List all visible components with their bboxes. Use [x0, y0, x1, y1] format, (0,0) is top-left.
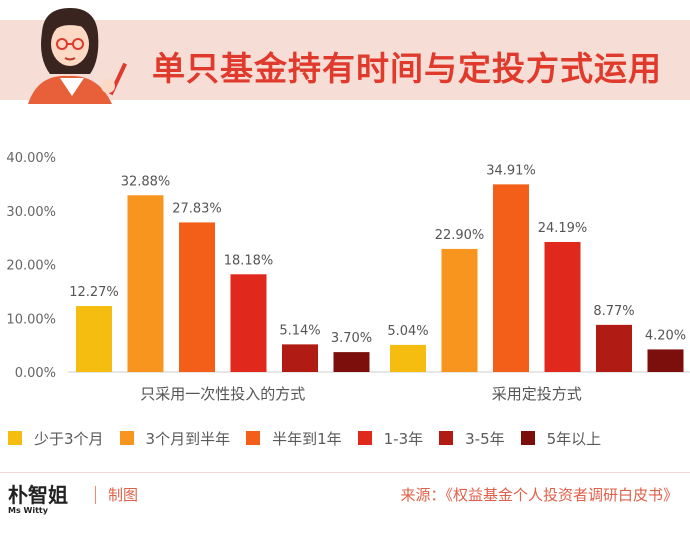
bar-data-label: 5.04% [387, 324, 428, 339]
bars-group [76, 184, 684, 372]
bar-lump-sum-4 [282, 344, 318, 372]
bar-data-label: 18.18% [224, 253, 274, 268]
y-axis: 0.00% 10.00% 20.00% 30.00% 40.00% [6, 151, 690, 381]
legend-swatch [439, 431, 454, 445]
legend-item: 3-5年 [439, 428, 505, 449]
legend-item: 5年以上 [520, 428, 602, 449]
legend-swatch [246, 431, 261, 445]
bar-data-label: 22.90% [435, 228, 485, 243]
y-tick-label: 20.00% [6, 259, 56, 274]
bar-data-label: 3.70% [331, 331, 372, 346]
footer-divider [0, 472, 690, 473]
bar-data-label: 34.91% [486, 163, 536, 178]
bar-lump-sum-1 [127, 195, 164, 372]
legend-swatch [8, 431, 22, 445]
legend-swatch [119, 431, 134, 445]
y-tick-label: 40.00% [6, 151, 56, 166]
bar-labels-group: 12.27% 32.88%27.83% 18.18% 5.14% 3.70% 5.04% 2… [69, 163, 686, 346]
y-tick-label: 30.00% [6, 205, 56, 220]
bar-regular-2 [493, 184, 529, 372]
chart-legend: 少于3个月 3个月到半年 半年到1年 1-3年 3-5年 5年以上 [8, 426, 617, 450]
bar-chart: 0.00% 10.00% 20.00% 30.00% 40.00% 12.27% 32.8… [6, 151, 690, 403]
legend-swatch [520, 431, 535, 445]
bar-regular-5 [647, 349, 684, 372]
legend-label: 5年以上 [546, 429, 602, 448]
y-tick-label: 10.00% [6, 312, 56, 327]
bar-lump-sum-2 [179, 222, 215, 372]
legend-label: 3-5年 [465, 429, 505, 448]
footer-credit: 制图 [108, 486, 139, 504]
bar-lump-sum-0 [76, 306, 112, 372]
bar-regular-1 [441, 248, 478, 372]
y-tick-label: 0.00% [15, 366, 56, 381]
footer-separator [95, 486, 96, 504]
bar-data-label: 24.19% [538, 221, 588, 236]
bar-data-label: 27.83% [172, 201, 222, 216]
footer-source: 来源：《权益基金个人投资者调研白皮书》 [400, 486, 678, 504]
legend-label: 1-3年 [383, 429, 424, 448]
bar-data-label: 32.88% [121, 174, 171, 189]
bar-data-label: 5.14% [279, 323, 320, 338]
x-category-label: 只采用一次性投入的方式 [140, 385, 305, 403]
legend-label: 少于3个月 [34, 429, 104, 448]
logo-mark-text: 朴智姐 [8, 483, 68, 507]
bar-data-label: 12.27% [69, 285, 119, 300]
legend-item: 半年到1年 [246, 428, 342, 449]
legend-item: 1-3年 [357, 428, 424, 449]
legend-label: 半年到1年 [272, 429, 342, 448]
legend-swatch [357, 431, 372, 445]
bar-lump-sum-3 [230, 274, 267, 372]
x-axis: 只采用一次性投入的方式 采用定投方式 [140, 385, 582, 403]
legend-item: 少于3个月 [8, 428, 104, 449]
legend-label: 3个月到半年 [145, 429, 231, 448]
logo-wordmark-text: Ms Witty [8, 506, 49, 515]
brand-logo: 朴智姐 Ms Witty [8, 483, 68, 515]
page-title: 单只基金持有时间与定投方式运用 [152, 49, 662, 88]
bar-data-label: 4.20% [645, 328, 686, 343]
x-category-label: 采用定投方式 [492, 385, 582, 403]
legend-item: 3个月到半年 [119, 428, 231, 449]
bar-regular-3 [544, 241, 581, 372]
bar-data-label: 8.77% [593, 304, 634, 319]
bar-regular-4 [596, 324, 632, 372]
bar-lump-sum-5 [333, 352, 370, 372]
mascot-illustration [28, 8, 127, 104]
bar-regular-0 [390, 344, 426, 372]
